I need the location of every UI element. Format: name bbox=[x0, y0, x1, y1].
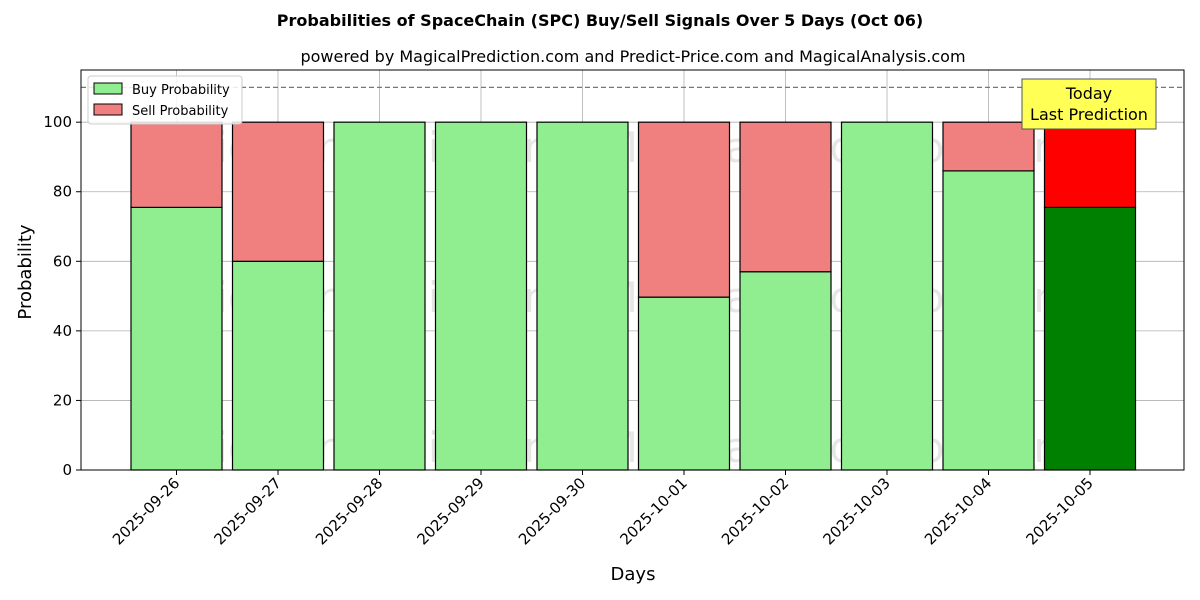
y-tick-label: 60 bbox=[53, 252, 72, 270]
callout-box bbox=[1021, 78, 1157, 130]
x-tick-label: 2025-09-27 bbox=[210, 474, 284, 548]
x-tick-label: 2025-10-04 bbox=[921, 474, 995, 548]
x-axis-label: Days bbox=[611, 564, 656, 585]
today-callout: Today Last Prediction bbox=[1021, 78, 1157, 130]
sell-bar bbox=[637, 121, 731, 298]
x-tick-label: 2025-09-29 bbox=[413, 474, 487, 548]
y-tick-label: 40 bbox=[53, 322, 72, 340]
buy-bar bbox=[942, 170, 1035, 471]
sell-bar bbox=[130, 121, 223, 208]
chart-title: Probabilities of SpaceChain (SPC) Buy/Se… bbox=[277, 11, 923, 30]
buy-bar bbox=[637, 296, 731, 471]
buy-bar bbox=[130, 206, 223, 471]
buy-bar bbox=[231, 260, 325, 471]
x-axis: 2025-09-26 2025-09-27 2025-09-28 2025-09-29… bbox=[109, 470, 1097, 548]
buy-bar bbox=[434, 121, 528, 471]
sell-bar bbox=[942, 121, 1035, 172]
legend-swatch-buy bbox=[93, 82, 123, 95]
y-tick-label: 100 bbox=[43, 113, 72, 131]
x-tick-label: 2025-09-30 bbox=[515, 474, 589, 548]
x-tick-label: 2025-10-02 bbox=[718, 474, 792, 548]
y-axis-label: Probability bbox=[15, 224, 36, 319]
sell-bar bbox=[1043, 121, 1137, 208]
buy-bar bbox=[333, 121, 426, 471]
y-tick-label: 0 bbox=[62, 461, 72, 479]
callout-line-1: Today bbox=[1065, 84, 1112, 103]
legend-label-buy: Buy Probability bbox=[132, 83, 230, 98]
x-tick-label: 2025-10-03 bbox=[819, 474, 893, 548]
legend: Buy Probability Sell Probability bbox=[87, 75, 243, 125]
callout-line-2: Last Prediction bbox=[1030, 105, 1148, 124]
legend-box bbox=[87, 75, 243, 125]
buy-bar bbox=[536, 121, 629, 471]
y-tick-label: 80 bbox=[53, 183, 72, 201]
bars bbox=[130, 121, 1137, 471]
buy-bar bbox=[840, 121, 934, 471]
legend-swatch-sell bbox=[93, 103, 123, 116]
buy-bar bbox=[739, 271, 832, 471]
sell-bar bbox=[739, 121, 832, 273]
y-tick-label: 20 bbox=[53, 391, 72, 409]
legend-label-sell: Sell Probability bbox=[132, 104, 229, 119]
x-tick-label: 2025-09-26 bbox=[109, 474, 183, 548]
x-tick-label: 2025-10-01 bbox=[616, 474, 690, 548]
chart-subtitle: powered by MagicalPrediction.com and Pre… bbox=[300, 47, 965, 66]
sell-bar bbox=[231, 121, 325, 262]
y-axis: 0 20 40 60 80 100 bbox=[43, 113, 81, 479]
plot-frame bbox=[80, 69, 1185, 471]
x-tick-label: 2025-09-28 bbox=[312, 474, 386, 548]
buy-bar bbox=[1043, 206, 1137, 471]
x-tick-label: 2025-10-05 bbox=[1022, 474, 1096, 548]
